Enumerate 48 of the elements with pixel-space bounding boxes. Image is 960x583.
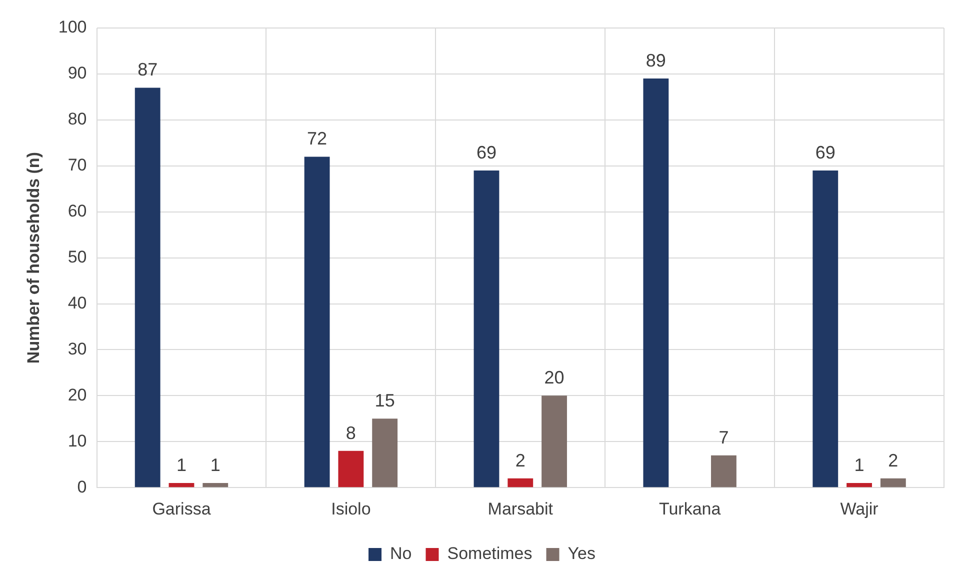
y-tick-label: 30 xyxy=(68,339,87,358)
data-label: 89 xyxy=(646,50,666,71)
y-tick-label: 0 xyxy=(77,477,87,496)
data-label: 69 xyxy=(476,142,497,162)
y-tick-label: 50 xyxy=(68,247,87,266)
bar xyxy=(304,156,330,488)
bar xyxy=(338,450,364,488)
y-tick-label: 100 xyxy=(58,18,87,37)
y-axis-title: Number of households (n) xyxy=(24,152,43,364)
y-tick-label: 90 xyxy=(68,64,87,83)
data-label: 1 xyxy=(176,454,186,475)
x-tick-label: Turkana xyxy=(658,499,722,518)
x-tick-label: Isiolo xyxy=(331,499,371,518)
y-tick-label: 60 xyxy=(68,202,87,221)
legend-label: No xyxy=(390,544,412,564)
bar xyxy=(643,78,669,488)
y-tick-label: 10 xyxy=(68,431,87,450)
bar xyxy=(846,483,872,488)
y-tick-label: 70 xyxy=(68,156,87,175)
bar xyxy=(372,418,398,488)
bar xyxy=(474,170,500,488)
x-tick-label: Wajir xyxy=(840,499,879,518)
data-label: 2 xyxy=(515,450,526,470)
data-label: 87 xyxy=(138,60,158,80)
bar xyxy=(168,483,194,488)
y-tick-label: 20 xyxy=(68,385,87,404)
y-tick-label: 40 xyxy=(68,293,87,312)
y-tick-label: 80 xyxy=(68,110,87,129)
x-tick-label: Marsabit xyxy=(488,499,554,518)
data-label: 2 xyxy=(888,450,898,470)
data-label: 15 xyxy=(374,390,395,411)
bar xyxy=(542,396,567,488)
data-label: 69 xyxy=(815,142,836,162)
data-label: 1 xyxy=(854,454,864,475)
legend-label: Sometimes xyxy=(447,544,532,564)
data-label: 72 xyxy=(307,128,328,149)
data-label: 1 xyxy=(210,454,220,475)
data-label: 7 xyxy=(718,427,729,448)
bar xyxy=(880,478,906,488)
data-label: 8 xyxy=(346,422,356,443)
data-label: 20 xyxy=(544,368,564,388)
legend-label: Yes xyxy=(568,544,596,564)
bar xyxy=(812,170,838,488)
x-tick-label: Garissa xyxy=(152,499,212,518)
bar xyxy=(508,478,534,488)
bar xyxy=(711,455,736,488)
bar xyxy=(202,483,228,488)
bar xyxy=(134,88,160,488)
